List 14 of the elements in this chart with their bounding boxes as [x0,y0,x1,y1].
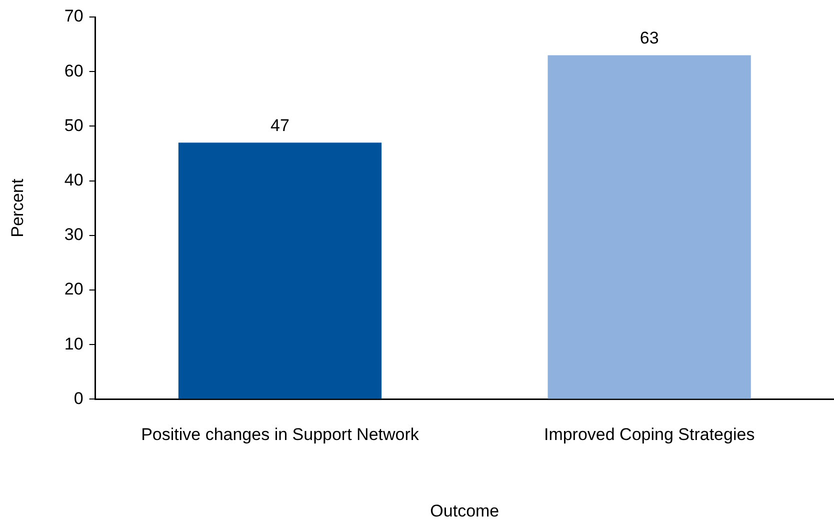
y-tick-label: 50 [64,116,84,135]
y-tick-label: 20 [64,280,84,299]
y-tick-label: 60 [64,61,84,80]
x-tick-label: Positive changes in Support Network [141,425,420,444]
y-tick-label: 30 [64,225,84,244]
y-tick-label: 40 [64,170,84,190]
x-tick-label: Improved Coping Strategies [544,425,755,444]
y-tick-label: 0 [74,388,84,408]
y-tick-label: 10 [64,334,84,354]
data-label: 47 [270,116,290,135]
y-tick-label: 70 [64,6,84,26]
data-label: 63 [640,28,659,48]
y-axis-title: Percent [8,178,27,238]
x-axis-title: Outcome [430,501,500,520]
